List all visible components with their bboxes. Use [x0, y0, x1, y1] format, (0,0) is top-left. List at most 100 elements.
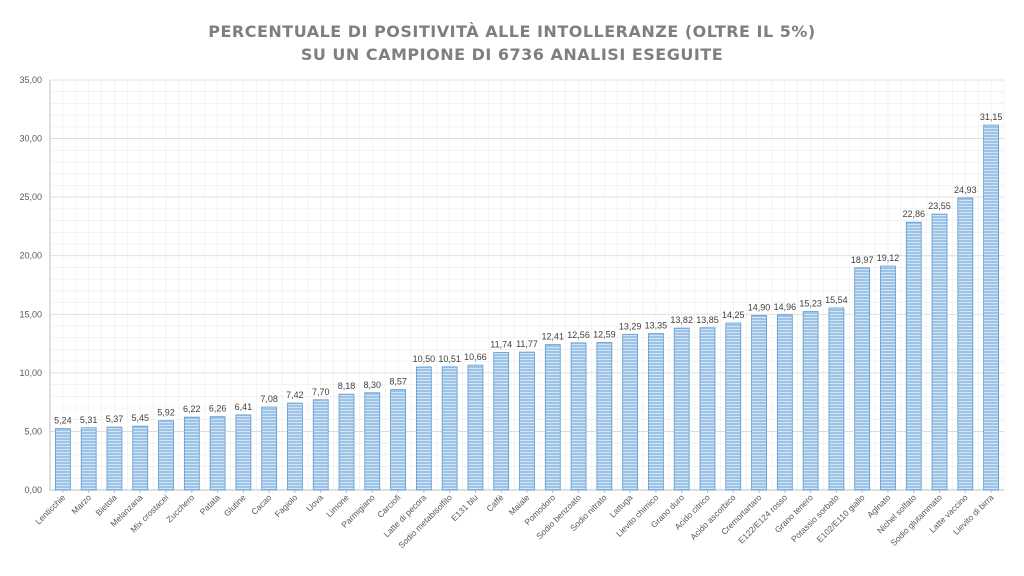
bar [957, 197, 974, 491]
bar [158, 420, 174, 491]
x-category-label: Glutine [222, 492, 248, 518]
x-category-label: Patata [198, 492, 223, 517]
bar-value-label: 13,35 [645, 321, 668, 331]
bar-value-label: 13,82 [670, 315, 693, 325]
bar-value-label: 13,85 [696, 315, 719, 325]
bar-value-label: 12,59 [593, 330, 616, 340]
bar [596, 342, 613, 491]
bar [132, 425, 149, 491]
bar-value-label: 5,24 [54, 416, 72, 426]
bar-value-label: 5,45 [131, 413, 149, 423]
bar [544, 344, 561, 491]
bar [441, 366, 458, 491]
bar-value-label: 19,12 [877, 253, 900, 263]
y-tick-label: 5,00 [24, 426, 42, 436]
bar-value-label: 24,93 [954, 185, 977, 195]
bar-value-label: 8,18 [338, 381, 356, 391]
bar [80, 427, 97, 491]
bar [261, 406, 278, 491]
x-category-label: Sodio benzoato [534, 492, 583, 541]
x-category-label: Lenticchie [33, 492, 67, 526]
bar [880, 265, 896, 491]
bar [312, 399, 329, 491]
bar-value-label: 14,25 [722, 310, 745, 320]
bar-value-label: 14,90 [748, 302, 771, 312]
bars [55, 124, 999, 491]
y-tick-label: 35,00 [19, 75, 42, 85]
bar-value-label: 11,74 [490, 339, 512, 349]
chart-title-line1: PERCENTUALE DI POSITIVITÀ ALLE INTOLLERA… [208, 22, 816, 41]
bar [983, 124, 999, 491]
bar-value-label: 7,42 [286, 390, 304, 400]
bar [673, 327, 690, 491]
bar-value-label: 18,97 [851, 255, 874, 265]
bar-value-label: 12,41 [542, 332, 565, 342]
bar-value-label: 11,77 [516, 339, 538, 349]
bar [183, 416, 200, 491]
bar-value-label: 23,55 [928, 201, 951, 211]
x-category-label: Uova [304, 492, 325, 513]
bar-value-label: 6,22 [183, 404, 201, 414]
bar [209, 416, 226, 491]
bar [570, 342, 587, 491]
bar-value-label: 6,41 [235, 402, 253, 412]
bar [622, 333, 639, 491]
grid-lines [49, 79, 1005, 491]
bar [55, 428, 71, 491]
bar-value-label: 5,31 [80, 415, 98, 425]
bar [905, 221, 922, 491]
bar-value-label: 14,96 [774, 302, 797, 312]
x-category-label: Caffè [484, 492, 506, 514]
bar [802, 311, 819, 491]
bar-value-label: 6,26 [209, 404, 227, 414]
x-category-label: Fagiolo [273, 492, 300, 519]
bar [493, 352, 510, 491]
bar [364, 392, 381, 491]
bar [931, 213, 948, 491]
y-tick-label: 25,00 [19, 192, 42, 202]
y-tick-label: 20,00 [19, 251, 42, 261]
bar-value-label: 8,57 [389, 377, 407, 387]
bar [519, 351, 535, 491]
bar [776, 314, 793, 491]
bar [415, 366, 432, 491]
bar-value-label: 7,70 [312, 387, 330, 397]
x-category-label: Zucchero [164, 492, 196, 524]
bar [467, 364, 484, 491]
bar [648, 333, 664, 491]
bar-value-label: 5,37 [106, 414, 124, 424]
bar [106, 426, 123, 491]
bar-value-label: 13,29 [619, 321, 642, 331]
bar-value-label: 31,15 [980, 112, 1003, 122]
y-tick-label: 0,00 [24, 485, 42, 495]
x-category-label: E102/E110 giallo [815, 492, 867, 544]
bar-value-label: 7,08 [260, 394, 278, 404]
bar-value-label: 10,66 [464, 352, 487, 362]
bar [235, 414, 252, 491]
bar-value-label: 22,86 [902, 209, 925, 219]
chart-title-line2: SU UN CAMPIONE DI 6736 ANALISI ESEGUITE [300, 45, 724, 64]
bar [828, 307, 845, 491]
x-category-label: Cacao [249, 492, 274, 517]
bar-value-label: 10,50 [413, 354, 436, 364]
y-tick-label: 10,00 [19, 368, 42, 378]
bar [287, 402, 303, 491]
bar-value-label: 15,23 [799, 299, 822, 309]
bar-value-label: 8,30 [364, 380, 382, 390]
bar-value-label: 15,54 [825, 295, 848, 305]
x-category-label: Marzo [69, 492, 93, 516]
bar [751, 315, 767, 491]
bar [725, 322, 742, 491]
y-tick-label: 15,00 [19, 309, 42, 319]
bar [854, 267, 871, 491]
y-tick-label: 30,00 [19, 134, 42, 144]
x-category-label: E131 blu [449, 492, 480, 523]
bar-value-label: 12,56 [567, 330, 590, 340]
bar-value-label: 10,51 [438, 354, 461, 364]
bar [338, 393, 355, 491]
bar-value-label: 5,92 [157, 408, 175, 418]
bar [390, 389, 406, 491]
bar [699, 327, 716, 491]
